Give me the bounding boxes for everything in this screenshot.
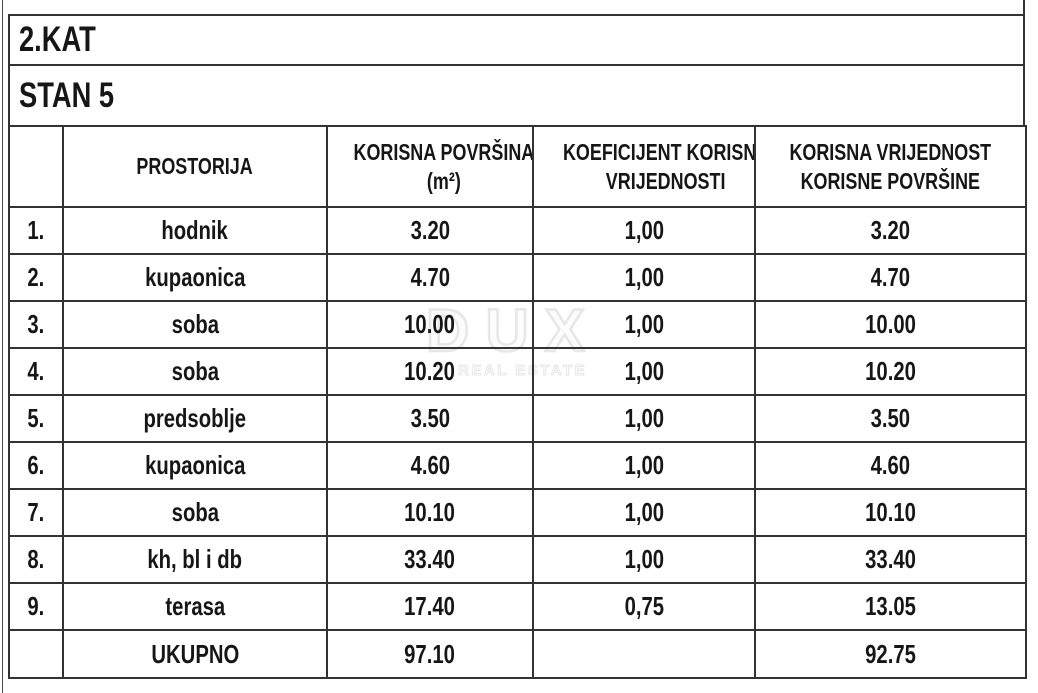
coef-cell: 1,00 <box>532 347 756 396</box>
table-row: 7. soba 10.10 1,00 10.10 <box>8 488 1027 537</box>
value-cell: 3.50 <box>754 394 1027 443</box>
header-num <box>8 125 64 208</box>
value-cell: 3.20 <box>754 206 1027 255</box>
area-table: PROSTORIJA KORISNA POVRŠINA (m²) KOEFICI… <box>8 125 1027 679</box>
area-cell: 4.70 <box>326 253 534 302</box>
area-cell: 3.20 <box>326 206 534 255</box>
total-coef-cell <box>532 629 756 679</box>
row-number-cell: 6. <box>8 441 64 490</box>
coef-cell: 0,75 <box>532 582 756 631</box>
coef-cell: 1,00 <box>532 253 756 302</box>
header-area: KORISNA POVRŠINA (m²) <box>326 125 534 208</box>
unit-label: STAN 5 <box>19 75 115 115</box>
room-cell: hodnik <box>62 206 328 255</box>
value-cell: 13.05 <box>754 582 1027 631</box>
room-cell: soba <box>62 347 328 396</box>
header-coef: KOEFICIJENT KORISNE VRIJEDNOSTI <box>532 125 756 208</box>
table-row: 6. kupaonica 4.60 1,00 4.60 <box>8 441 1027 490</box>
area-cell: 33.40 <box>326 535 534 584</box>
page-border-right-fragment <box>1023 0 1025 16</box>
row-number-cell: 9. <box>8 582 64 631</box>
table-row: 4. soba 10.20 1,00 10.20 <box>8 347 1027 396</box>
table-row: 5. predsoblje 3.50 1,00 3.50 <box>8 394 1027 443</box>
area-cell: 10.00 <box>326 300 534 349</box>
total-value-cell: 92.75 <box>754 629 1027 679</box>
coef-cell: 1,00 <box>532 394 756 443</box>
coef-cell: 1,00 <box>532 441 756 490</box>
area-cell: 3.50 <box>326 394 534 443</box>
page-border-left <box>2 0 3 693</box>
room-cell: kh, bl i db <box>62 535 328 584</box>
room-cell: kupaonica <box>62 441 328 490</box>
table-row: 2. kupaonica 4.70 1,00 4.70 <box>8 253 1027 302</box>
table-row: 9. terasa 17.40 0,75 13.05 <box>8 582 1027 631</box>
area-cell: 17.40 <box>326 582 534 631</box>
area-cell: 4.60 <box>326 441 534 490</box>
value-cell: 4.70 <box>754 253 1027 302</box>
table-row: 8. kh, bl i db 33.40 1,00 33.40 <box>8 535 1027 584</box>
header-room-label: PROSTORIJA <box>136 153 254 179</box>
coef-cell: 1,00 <box>532 535 756 584</box>
row-number-cell: 5. <box>8 394 64 443</box>
row-number-cell: 8. <box>8 535 64 584</box>
value-cell: 10.20 <box>754 347 1027 396</box>
header-room: PROSTORIJA <box>62 125 328 208</box>
room-cell: kupaonica <box>62 253 328 302</box>
table-row: 3. soba 10.00 1,00 10.00 <box>8 300 1027 349</box>
total-num-cell <box>8 629 64 679</box>
header-value: KORISNA VRIJEDNOST KORISNE POVRŠINE <box>754 125 1027 208</box>
area-cell: 10.20 <box>326 347 534 396</box>
value-cell: 10.10 <box>754 488 1027 537</box>
header-value-label: KORISNA VRIJEDNOST KORISNE POVRŠINE <box>789 138 992 194</box>
row-number-cell: 7. <box>8 488 64 537</box>
value-cell: 10.00 <box>754 300 1027 349</box>
row-number-cell: 1. <box>8 206 64 255</box>
header-coef-label: KOEFICIJENT KORISNE VRIJEDNOSTI <box>562 138 755 194</box>
header-area-label: KORISNA POVRŠINA (m²) <box>353 138 533 194</box>
coef-cell: 1,00 <box>532 300 756 349</box>
table-row: 1. hodnik 3.20 1,00 3.20 <box>8 206 1027 255</box>
table-header-row: PROSTORIJA KORISNA POVRŠINA (m²) KOEFICI… <box>8 125 1027 208</box>
row-number-cell: 3. <box>8 300 64 349</box>
floor-label: 2.KAT <box>19 20 96 59</box>
floor-header-row: 2.KAT <box>8 14 1025 66</box>
room-cell: soba <box>62 488 328 537</box>
area-cell: 10.10 <box>326 488 534 537</box>
value-cell: 33.40 <box>754 535 1027 584</box>
coef-cell: 1,00 <box>532 488 756 537</box>
value-cell: 4.60 <box>754 441 1027 490</box>
row-number-cell: 2. <box>8 253 64 302</box>
room-cell: predsoblje <box>62 394 328 443</box>
unit-header-row: STAN 5 <box>8 66 1025 125</box>
room-cell: soba <box>62 300 328 349</box>
row-number-cell: 4. <box>8 347 64 396</box>
total-area-cell: 97.10 <box>326 629 534 679</box>
coef-cell: 1,00 <box>532 206 756 255</box>
total-row: UKUPNO 97.10 92.75 <box>8 629 1027 679</box>
total-label-cell: UKUPNO <box>62 629 328 679</box>
room-cell: terasa <box>62 582 328 631</box>
